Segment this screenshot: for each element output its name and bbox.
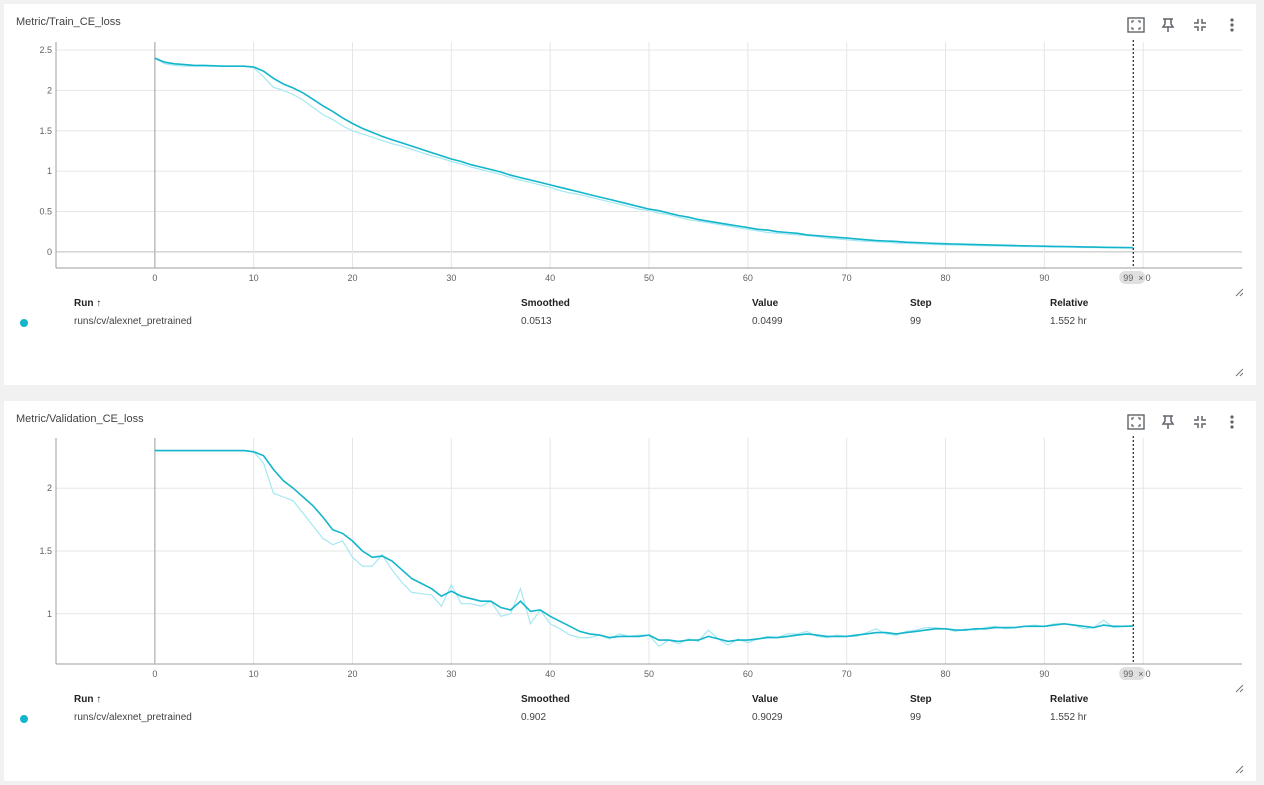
x-tick-label: 80 — [940, 273, 950, 283]
y-tick-label: 2 — [47, 85, 52, 95]
fit-domain-icon[interactable] — [1120, 411, 1152, 433]
train-loss-card: Metric/Train_CE_loss 0 0.5 1 1.5 2 2.5 0 10 20 30… — [4, 4, 1256, 385]
series-color-dot — [20, 319, 28, 327]
line-chart[interactable]: 00.511.522.5010203040506070809010099× — [4, 4, 1256, 294]
card-toolbar — [1120, 14, 1248, 36]
y-tick-label: 0.5 — [39, 207, 52, 217]
x-tick-label: 40 — [545, 273, 555, 283]
legend-step: 99 — [910, 712, 922, 723]
x-tick-label: 50 — [644, 273, 654, 283]
smoothed-series-line — [154, 57, 1134, 249]
x-tick-label: 30 — [446, 273, 456, 283]
legend-header-step[interactable]: Step — [910, 298, 932, 309]
legend-header-run[interactable]: Run ↑ — [74, 298, 102, 309]
x-tick-label: 80 — [940, 669, 950, 679]
legend-run-name: runs/cv/alexnet_pretrained — [74, 316, 192, 327]
legend-header-smoothed[interactable]: Smoothed — [521, 298, 570, 309]
fit-domain-icon[interactable] — [1120, 14, 1152, 36]
x-tick-label: 20 — [347, 273, 357, 283]
legend-header-value[interactable]: Value — [752, 694, 779, 705]
x-tick-label: 10 — [249, 273, 259, 283]
raw-series-line — [154, 450, 1134, 648]
x-tick-label: 50 — [644, 669, 654, 679]
series-color-dot — [20, 715, 28, 723]
legend-relative: 1.552 hr — [1050, 316, 1087, 327]
collapse-icon[interactable] — [1184, 411, 1216, 433]
x-tick-label: 70 — [842, 273, 852, 283]
resize-handle-icon[interactable] — [1234, 761, 1244, 774]
legend-header-relative[interactable]: Relative — [1050, 298, 1089, 309]
step-badge-label: 99 — [1123, 669, 1133, 679]
y-tick-label: 1 — [47, 166, 52, 176]
resize-handle-icon[interactable] — [1234, 284, 1244, 297]
x-tick-label: 90 — [1039, 669, 1049, 679]
x-tick-label: 90 — [1039, 273, 1049, 283]
collapse-icon[interactable] — [1184, 14, 1216, 36]
y-tick-label: 2 — [47, 483, 52, 493]
y-tick-label: 1.5 — [39, 126, 52, 136]
smoothed-series-line — [154, 449, 1134, 643]
step-badge-label: 99 — [1123, 273, 1133, 283]
legend-header-relative[interactable]: Relative — [1050, 694, 1089, 705]
y-tick-label: 0 — [47, 247, 52, 257]
step-badge[interactable] — [1119, 667, 1146, 680]
step-badge[interactable] — [1119, 271, 1146, 284]
close-icon[interactable]: × — [1138, 273, 1143, 283]
pin-icon[interactable] — [1152, 411, 1184, 433]
legend-header-step[interactable]: Step — [910, 694, 932, 705]
legend-value: 0.9029 — [752, 712, 783, 723]
card-toolbar — [1120, 411, 1248, 433]
close-icon[interactable]: × — [1138, 669, 1143, 679]
raw-series-line — [154, 57, 1134, 249]
legend-step: 99 — [910, 316, 922, 327]
legend-relative: 1.552 hr — [1050, 712, 1087, 723]
more-options-icon[interactable] — [1216, 14, 1248, 36]
x-tick-label: 40 — [545, 669, 555, 679]
validation-loss-card: Metric/Validation_CE_loss 1 1.5 2 0 10 20 30 40… — [4, 401, 1256, 781]
pin-icon[interactable] — [1152, 14, 1184, 36]
y-tick-label: 2.5 — [39, 45, 52, 55]
resize-handle-icon[interactable] — [1234, 364, 1244, 377]
legend-smoothed-value: 0.0513 — [521, 316, 552, 327]
x-tick-label: 0 — [152, 669, 157, 679]
legend-run-name: runs/cv/alexnet_pretrained — [74, 712, 192, 723]
legend-value: 0.0499 — [752, 316, 783, 327]
legend-header-smoothed[interactable]: Smoothed — [521, 694, 570, 705]
more-options-icon[interactable] — [1216, 411, 1248, 433]
x-tick-label: 60 — [743, 669, 753, 679]
x-tick-label: 30 — [446, 669, 456, 679]
legend-header-run[interactable]: Run ↑ — [74, 694, 102, 705]
x-tick-label: 60 — [743, 273, 753, 283]
legend-header-value[interactable]: Value — [752, 298, 779, 309]
y-tick-label: 1.5 — [39, 546, 52, 556]
chart-title: Metric/Train_CE_loss — [16, 16, 121, 28]
resize-handle-icon[interactable] — [1234, 680, 1244, 693]
chart-title: Metric/Validation_CE_loss — [16, 413, 144, 425]
x-tick-label: 20 — [347, 669, 357, 679]
x-tick-label: 70 — [842, 669, 852, 679]
line-chart[interactable]: 11.52010203040506070809010099× — [4, 401, 1256, 691]
x-tick-label: 10 — [249, 669, 259, 679]
y-tick-label: 1 — [47, 609, 52, 619]
x-tick-label: 0 — [152, 273, 157, 283]
legend-smoothed-value: 0.902 — [521, 712, 547, 723]
